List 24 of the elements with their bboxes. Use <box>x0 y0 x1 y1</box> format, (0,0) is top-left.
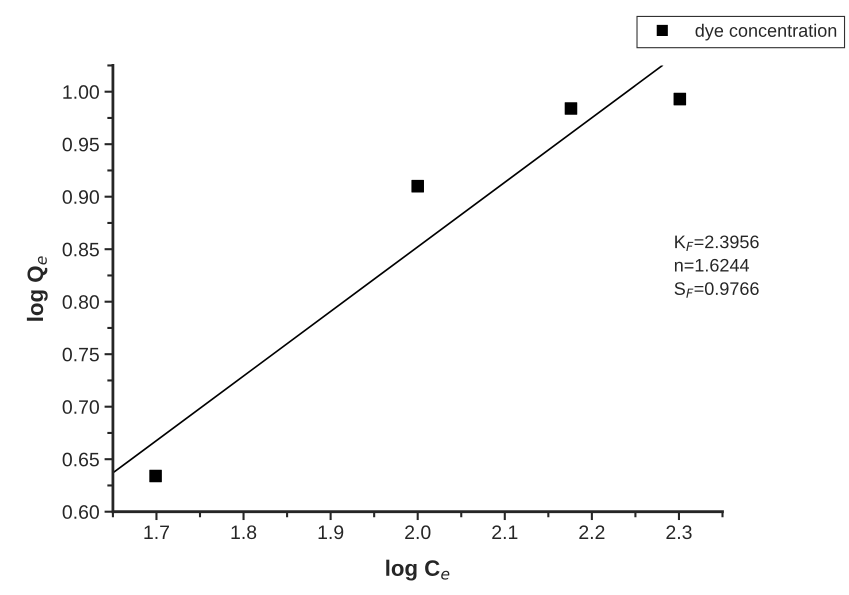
y-axis-title: log Q$_{e}$ <box>26 256 48 321</box>
y-tick-label: 0.70 <box>62 400 99 414</box>
point <box>674 92 686 106</box>
y-tick-label: 0.90 <box>62 190 99 204</box>
x-tick-label: 1.9 <box>318 525 344 540</box>
y-tick-label: 0.85 <box>62 242 99 256</box>
x-tick-label: 1.8 <box>232 525 256 540</box>
x-axis-title: log C$_{e}$ <box>386 560 450 580</box>
point <box>411 180 424 192</box>
y-tick-label: 0.80 <box>62 295 99 309</box>
x-tick-label: 2.0 <box>405 525 430 540</box>
x-tick-label: 2.1 <box>492 525 518 539</box>
y-tick-label: 1.00 <box>63 85 99 99</box>
y-tick-label: 0.95 <box>62 138 99 152</box>
point <box>564 102 578 115</box>
x-tick-label: 2.3 <box>666 525 692 540</box>
y-tick-label: 0.60 <box>62 505 99 519</box>
y-tick-label: 0.75 <box>62 348 99 362</box>
y-tick-label: 0.65 <box>62 452 99 466</box>
x-tick-label: 1.7 <box>144 526 169 539</box>
point <box>149 470 162 482</box>
legend-label: dye concentration <box>696 24 836 41</box>
x-tick-label: 2.2 <box>579 525 604 539</box>
annotation: K$_{F}$=2.3956 n=1.6244 S$_{F}$=0.9766 <box>674 235 759 298</box>
